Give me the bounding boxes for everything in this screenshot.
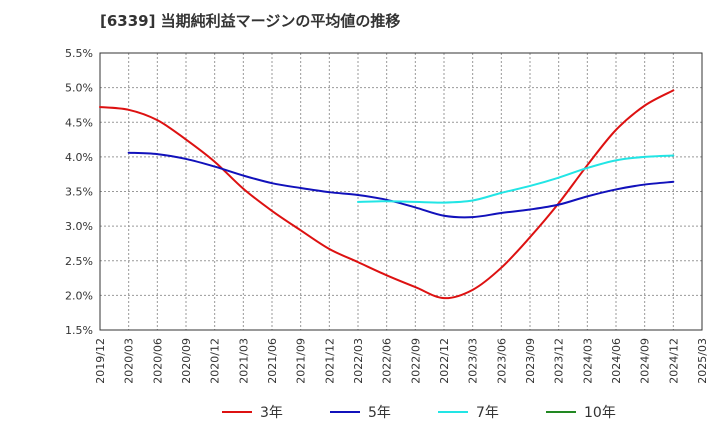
x-tick-label: 2024/06 <box>610 338 623 384</box>
y-tick-label: 4.0% <box>65 151 93 164</box>
plot-frame <box>99 52 703 331</box>
x-tick-label: 2020/06 <box>151 338 164 384</box>
x-tick-label: 2023/03 <box>467 338 480 384</box>
x-tick-label: 2023/06 <box>495 338 508 384</box>
x-tick-label: 2022/09 <box>409 338 422 384</box>
chart-title: [6339] 当期純利益マージンの平均値の推移 <box>100 12 401 30</box>
x-tick-label: 2022/12 <box>438 338 451 384</box>
legend-label-1: 3年 <box>260 405 283 421</box>
x-tick-label: 2020/09 <box>180 338 193 384</box>
x-tick-label: 2021/03 <box>237 338 250 384</box>
x-tick-label: 2020/12 <box>209 338 222 384</box>
x-tick-label: 2020/03 <box>123 338 136 384</box>
y-tick-label: 5.0% <box>65 82 93 95</box>
legend-label-4: 10年 <box>584 405 616 421</box>
x-tick-label: 2023/12 <box>553 338 566 384</box>
x-tick-label: 2024/03 <box>581 338 594 384</box>
y-tick-label: 4.5% <box>65 116 93 129</box>
y-tick-label: 2.0% <box>65 289 93 302</box>
series-line-2 <box>127 151 675 219</box>
series-line-1 <box>99 89 675 300</box>
y-tick-label: 5.5% <box>65 47 93 60</box>
y-tick-label: 3.5% <box>65 186 93 199</box>
x-tick-label: 2024/12 <box>667 338 680 384</box>
x-tick-label: 2022/06 <box>381 338 394 384</box>
legend-label-3: 7年 <box>476 405 499 421</box>
y-tick-label: 2.5% <box>65 255 93 268</box>
x-tick-label: 2024/09 <box>639 338 652 384</box>
x-tick-label: 2019/12 <box>94 338 107 384</box>
x-tick-label: 2021/12 <box>323 338 336 384</box>
series-line-3 <box>357 154 675 204</box>
x-tick-label: 2023/09 <box>524 338 537 384</box>
x-tick-label: 2021/09 <box>295 338 308 384</box>
y-tick-label: 3.0% <box>65 220 93 233</box>
x-tick-label: 2021/06 <box>266 338 279 384</box>
x-tick-label: 2025/03 <box>696 338 709 384</box>
legend-label-2: 5年 <box>368 405 391 421</box>
x-tick-label: 2022/03 <box>352 338 365 384</box>
y-tick-label: 1.5% <box>65 324 93 337</box>
